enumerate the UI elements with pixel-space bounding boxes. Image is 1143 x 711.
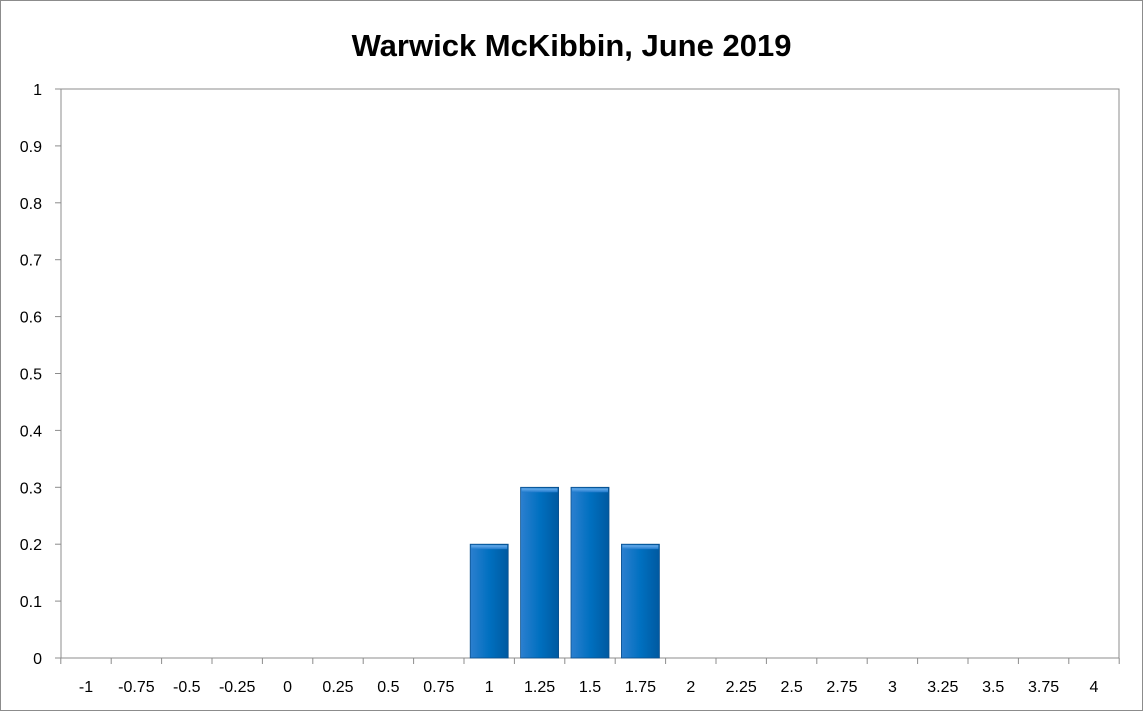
bars-layer [469,486,660,659]
y-tick-label: 0.1 [20,594,42,611]
y-tick-label: 0.3 [20,480,42,497]
x-tick-label: 2.5 [780,679,802,696]
x-tick-label: 2 [686,679,695,696]
labels-layer: -1 -0.75 -0.5 -0.25 0 0.25 0.5 0.75 1 1.25 1.5 1.75… [20,82,1099,696]
x-tick-label: -1 [79,679,93,696]
y-tick-label: 0.8 [20,196,42,213]
x-tick-label: -0.5 [173,679,201,696]
x-tick-label: 3 [888,679,897,696]
y-tick-label: 0.5 [20,367,42,384]
y-tick-label: 0 [33,651,42,668]
y-tick-label: 0.2 [20,537,42,554]
y-tick-label: 0.7 [20,253,42,270]
x-tick-label: 0.25 [322,679,353,696]
bar [570,486,610,659]
x-tick-label: 4 [1090,679,1099,696]
x-tick-label: 3.75 [1028,679,1059,696]
x-tick-label: 1.5 [579,679,601,696]
x-tick-label: 1.25 [524,679,555,696]
x-tick-label: 1.75 [625,679,656,696]
bar [469,543,509,659]
x-tick-label: 0.75 [423,679,454,696]
bar [621,543,660,659]
x-tick-label: 0 [283,679,292,696]
x-tick-label: -0.75 [118,679,155,696]
axes-layer [55,88,1120,664]
x-tick-label: 2.25 [726,679,757,696]
x-tick-label: 3.5 [982,679,1004,696]
bar [520,486,559,659]
y-tick-label: 0.4 [20,423,42,440]
y-tick-label: 0.9 [20,139,42,156]
y-tick-label: 0.6 [20,310,42,327]
x-tick-label: 2.75 [826,679,857,696]
x-tick-label: -0.25 [219,679,256,696]
y-tick-label: 1 [33,82,42,99]
x-tick-label: 0.5 [377,679,399,696]
x-tick-label: 1 [485,679,494,696]
x-tick-label: 3.25 [927,679,958,696]
chart-title: Warwick McKibbin, June 2019 [351,28,792,63]
